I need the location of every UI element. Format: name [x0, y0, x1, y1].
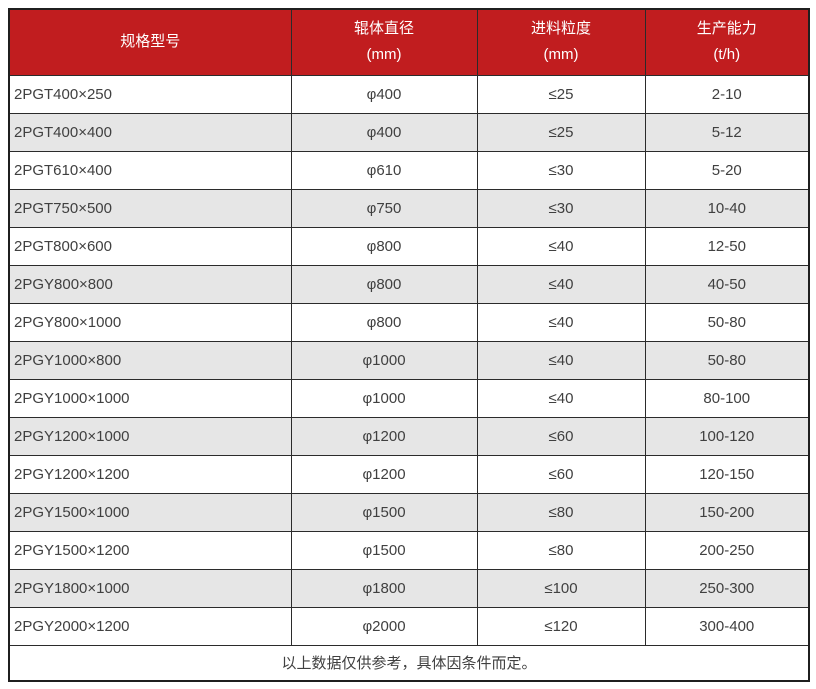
- model-cell: 2PGT400×250: [8, 74, 292, 114]
- model-cell: 2PGY1000×800: [8, 340, 292, 380]
- header-capacity-label: 生产能力: [696, 20, 757, 38]
- feed-size-cell: ≤100: [476, 568, 646, 608]
- table-row: 2PGY1500×1000 φ1500 ≤80 150-200: [8, 492, 810, 532]
- capacity-cell: 150-200: [644, 492, 810, 532]
- feed-size-cell: ≤40: [476, 340, 646, 380]
- table-row: 2PGY1000×1000 φ1000 ≤40 80-100: [8, 378, 810, 418]
- table-row: 2PGY1200×1000 φ1200 ≤60 100-120: [8, 416, 810, 456]
- table-row: 2PGY1000×800 φ1000 ≤40 50-80: [8, 340, 810, 380]
- diameter-cell: φ610: [290, 150, 478, 190]
- spec-table-body: 2PGT400×250 φ400 ≤25 2-10 2PGT400×400 φ4…: [8, 74, 810, 646]
- capacity-cell: 5-20: [644, 150, 810, 190]
- diameter-cell: φ400: [290, 112, 478, 152]
- diameter-cell: φ1500: [290, 492, 478, 532]
- feed-size-cell: ≤30: [476, 150, 646, 190]
- header-feed-size-unit: (mm): [543, 46, 579, 64]
- capacity-cell: 200-250: [644, 530, 810, 570]
- table-row: 2PGY800×800 φ800 ≤40 40-50: [8, 264, 810, 304]
- feed-size-cell: ≤25: [476, 74, 646, 114]
- table-row: 2PGY1800×1000 φ1800 ≤100 250-300: [8, 568, 810, 608]
- model-cell: 2PGY1200×1000: [8, 416, 292, 456]
- capacity-cell: 40-50: [644, 264, 810, 304]
- spec-table: 规格型号 辊体直径 (mm) 进料粒度 (mm) 生产能力 (t/h): [8, 8, 810, 682]
- feed-size-cell: ≤40: [476, 264, 646, 304]
- table-row: 2PGY800×1000 φ800 ≤40 50-80: [8, 302, 810, 342]
- diameter-cell: φ1000: [290, 340, 478, 380]
- table-row: 2PGT610×400 φ610 ≤30 5-20: [8, 150, 810, 190]
- capacity-cell: 300-400: [644, 606, 810, 646]
- diameter-cell: φ1200: [290, 454, 478, 494]
- feed-size-cell: ≤40: [476, 226, 646, 266]
- model-cell: 2PGT750×500: [8, 188, 292, 228]
- feed-size-cell: ≤40: [476, 302, 646, 342]
- capacity-cell: 50-80: [644, 340, 810, 380]
- diameter-cell: φ1800: [290, 568, 478, 608]
- header-roller-diameter-label: 辊体直径: [353, 20, 414, 38]
- header-cell-feed-size: 进料粒度 (mm): [476, 8, 646, 76]
- model-cell: 2PGT800×600: [8, 226, 292, 266]
- capacity-cell: 100-120: [644, 416, 810, 456]
- model-cell: 2PGT610×400: [8, 150, 292, 190]
- diameter-cell: φ800: [290, 264, 478, 304]
- spec-table-header: 规格型号 辊体直径 (mm) 进料粒度 (mm) 生产能力 (t/h): [8, 8, 810, 76]
- model-cell: 2PGY800×1000: [8, 302, 292, 342]
- diameter-cell: φ1500: [290, 530, 478, 570]
- model-cell: 2PGY1500×1000: [8, 492, 292, 532]
- capacity-cell: 10-40: [644, 188, 810, 228]
- table-row: 2PGT800×600 φ800 ≤40 12-50: [8, 226, 810, 266]
- capacity-cell: 12-50: [644, 226, 810, 266]
- feed-size-cell: ≤30: [476, 188, 646, 228]
- table-row: 2PGT400×250 φ400 ≤25 2-10: [8, 74, 810, 114]
- table-row: 2PGT400×400 φ400 ≤25 5-12: [8, 112, 810, 152]
- model-cell: 2PGY1500×1200: [8, 530, 292, 570]
- header-roller-diameter-unit: (mm): [366, 46, 402, 64]
- table-row: 2PGT750×500 φ750 ≤30 10-40: [8, 188, 810, 228]
- capacity-cell: 120-150: [644, 454, 810, 494]
- diameter-cell: φ800: [290, 302, 478, 342]
- footer-row: 以上数据仅供参考，具体因条件而定。: [8, 644, 810, 682]
- table-row: 2PGY1500×1200 φ1500 ≤80 200-250: [8, 530, 810, 570]
- capacity-cell: 250-300: [644, 568, 810, 608]
- header-row: 规格型号 辊体直径 (mm) 进料粒度 (mm) 生产能力 (t/h): [8, 8, 810, 76]
- feed-size-cell: ≤25: [476, 112, 646, 152]
- header-capacity-unit: (t/h): [713, 46, 741, 64]
- spec-table-footer: 以上数据仅供参考，具体因条件而定。: [8, 644, 810, 682]
- header-cell-roller-diameter: 辊体直径 (mm): [290, 8, 478, 76]
- capacity-cell: 50-80: [644, 302, 810, 342]
- diameter-cell: φ800: [290, 226, 478, 266]
- header-cell-model: 规格型号: [8, 8, 292, 76]
- feed-size-cell: ≤80: [476, 492, 646, 532]
- model-cell: 2PGY2000×1200: [8, 606, 292, 646]
- feed-size-cell: ≤40: [476, 378, 646, 418]
- table-row: 2PGY1200×1200 φ1200 ≤60 120-150: [8, 454, 810, 494]
- table-row: 2PGY2000×1200 φ2000 ≤120 300-400: [8, 606, 810, 646]
- feed-size-cell: ≤120: [476, 606, 646, 646]
- model-cell: 2PGY800×800: [8, 264, 292, 304]
- footer-note: 以上数据仅供参考，具体因条件而定。: [8, 644, 810, 682]
- header-model-label: 规格型号: [120, 33, 181, 51]
- diameter-cell: φ750: [290, 188, 478, 228]
- diameter-cell: φ400: [290, 74, 478, 114]
- diameter-cell: φ2000: [290, 606, 478, 646]
- capacity-cell: 2-10: [644, 74, 810, 114]
- feed-size-cell: ≤80: [476, 530, 646, 570]
- feed-size-cell: ≤60: [476, 416, 646, 456]
- header-cell-capacity: 生产能力 (t/h): [644, 8, 810, 76]
- model-cell: 2PGY1200×1200: [8, 454, 292, 494]
- feed-size-cell: ≤60: [476, 454, 646, 494]
- header-feed-size-label: 进料粒度: [530, 20, 591, 38]
- capacity-cell: 80-100: [644, 378, 810, 418]
- diameter-cell: φ1000: [290, 378, 478, 418]
- model-cell: 2PGT400×400: [8, 112, 292, 152]
- model-cell: 2PGY1000×1000: [8, 378, 292, 418]
- capacity-cell: 5-12: [644, 112, 810, 152]
- model-cell: 2PGY1800×1000: [8, 568, 292, 608]
- diameter-cell: φ1200: [290, 416, 478, 456]
